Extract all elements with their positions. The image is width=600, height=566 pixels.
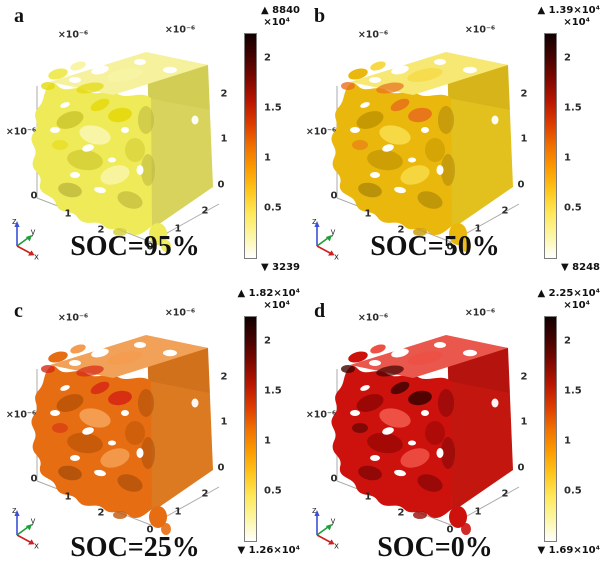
- axis-tick: 0: [517, 179, 525, 191]
- panel-c: c ×10⁻⁶ ×10⁻⁶ ×10⁻⁶ 0 1 2 0 1 2 0 1 2 ▲ …: [0, 283, 300, 566]
- colorbar-tick: 2: [264, 335, 271, 347]
- colorbar-tick: 0.5: [264, 485, 282, 497]
- axis-tick: 0: [30, 473, 38, 485]
- axis-tick: 2: [520, 88, 528, 100]
- axis-tick: 2: [397, 224, 405, 236]
- axis-tick: 1: [474, 223, 482, 235]
- axis-tick: 1: [64, 491, 72, 503]
- axis-exponent-label: ×10⁻⁶: [5, 126, 37, 138]
- colorbar-tick: 1: [564, 435, 571, 447]
- axis-tick: 1: [474, 506, 482, 518]
- axis-tick: 1: [520, 416, 528, 428]
- axis-exponent-label: ×10⁻⁶: [57, 29, 89, 41]
- colorbar-gradient: [544, 33, 557, 259]
- colorbar-gradient: [244, 33, 257, 259]
- axis-tick: 1: [220, 133, 228, 145]
- axis-tick: 0: [517, 462, 525, 474]
- axis-tick: 1: [174, 506, 182, 518]
- axis-exponent-label: ×10⁻⁶: [164, 307, 196, 319]
- axis-tick: 2: [97, 224, 105, 236]
- axis-tick: 1: [64, 208, 72, 220]
- panel-letter: c: [14, 300, 23, 322]
- axis-tick: 1: [364, 208, 372, 220]
- axis-tick: 0: [330, 190, 338, 202]
- colorbar-tick: 1: [264, 435, 271, 447]
- axis-tick: 2: [501, 205, 509, 217]
- axis-tick: 2: [501, 488, 509, 500]
- colorbar-max-label: ▲ 1.82×10⁴: [237, 288, 300, 299]
- colorbar: ▲ 8840 ×10⁴ 2 1.5 1 0.5 ▼ 3239: [228, 0, 300, 283]
- colorbar-min-label: ▼ 3239: [260, 262, 300, 273]
- axis-tick: 0: [146, 241, 154, 253]
- panel-letter: d: [314, 300, 326, 322]
- axis-tick: 2: [97, 507, 105, 519]
- colorbar-unit-label: ×10⁴: [263, 17, 290, 28]
- colorbar-min-label: ▼ 1.26×10⁴: [237, 545, 300, 556]
- axis-tick: 2: [220, 88, 228, 100]
- axis-tick: 2: [201, 205, 209, 217]
- colorbar-tick: 1.5: [564, 102, 582, 114]
- colorbar-max-label: ▲ 2.25×10⁴: [537, 288, 600, 299]
- colorbar: ▲ 2.25×10⁴ ×10⁴ 2 1.5 1 0.5 ▼ 1.69×10⁴: [528, 283, 600, 566]
- axis-tick: 2: [201, 488, 209, 500]
- colorbar-unit-label: ×10⁴: [263, 300, 290, 311]
- soc-label: SOC=0%: [377, 532, 493, 563]
- colorbar-tick: 2: [564, 335, 571, 347]
- colorbar-tick: 1.5: [564, 385, 582, 397]
- panel-a: a ×10⁻⁶ ×10⁻⁶ ×10⁻⁶ 0 1 2 0 1 2 0 1 2 ▲ …: [0, 0, 300, 283]
- colorbar-max-label: ▲ 1.39×10⁴: [537, 5, 600, 16]
- soc-label: SOC=25%: [70, 532, 200, 563]
- axis-tick: 2: [520, 371, 528, 383]
- colorbar-unit-label: ×10⁴: [563, 17, 590, 28]
- axis-exponent-label: ×10⁻⁶: [464, 24, 496, 36]
- axis-exponent-label: ×10⁻⁶: [357, 29, 389, 41]
- axis-tick: 0: [446, 241, 454, 253]
- soc-label: SOC=95%: [70, 231, 200, 262]
- axis-tick: 1: [174, 223, 182, 235]
- axis-tick: 0: [146, 524, 154, 536]
- axis-exponent-label: ×10⁻⁶: [305, 409, 337, 421]
- colorbar-tick: 1.5: [264, 385, 282, 397]
- axis-tick: 0: [217, 462, 225, 474]
- axis-exponent-label: ×10⁻⁶: [164, 24, 196, 36]
- colorbar-tick: 0.5: [564, 202, 582, 214]
- axis-tick: 0: [446, 524, 454, 536]
- colorbar-unit-label: ×10⁴: [563, 300, 590, 311]
- colorbar-tick: 0.5: [264, 202, 282, 214]
- axis-exponent-label: ×10⁻⁶: [57, 312, 89, 324]
- colorbar-tick: 1: [564, 152, 571, 164]
- panel-letter: a: [14, 5, 24, 27]
- axis-tick: 1: [364, 491, 372, 503]
- colorbar-tick: 2: [564, 52, 571, 64]
- panel-d: d ×10⁻⁶ ×10⁻⁶ ×10⁻⁶ 0 1 2 0 1 2 0 1 2 ▲ …: [300, 283, 600, 566]
- colorbar-tick: 1.5: [264, 102, 282, 114]
- colorbar-min-label: ▼ 8248: [560, 262, 600, 273]
- axis-tick: 0: [217, 179, 225, 191]
- colorbar-tick: 0.5: [564, 485, 582, 497]
- panel-letter: b: [314, 5, 326, 27]
- colorbar-gradient: [544, 316, 557, 542]
- axis-tick: 0: [330, 473, 338, 485]
- axis-exponent-label: ×10⁻⁶: [464, 307, 496, 319]
- panel-b: b ×10⁻⁶ ×10⁻⁶ ×10⁻⁶ 0 1 2 0 1 2 0 1 2 ▲ …: [300, 0, 600, 283]
- axis-tick: 0: [30, 190, 38, 202]
- colorbar: ▲ 1.82×10⁴ ×10⁴ 2 1.5 1 0.5 ▼ 1.26×10⁴: [228, 283, 300, 566]
- soc-label: SOC=50%: [370, 231, 500, 262]
- axis-tick: 1: [220, 416, 228, 428]
- axis-tick: 2: [220, 371, 228, 383]
- colorbar-max-label: ▲ 8840: [260, 5, 300, 16]
- axis-tick: 1: [520, 133, 528, 145]
- axis-exponent-label: ×10⁻⁶: [5, 409, 37, 421]
- axis-exponent-label: ×10⁻⁶: [357, 312, 389, 324]
- axis-exponent-label: ×10⁻⁶: [305, 126, 337, 138]
- colorbar: ▲ 1.39×10⁴ ×10⁴ 2 1.5 1 0.5 ▼ 8248: [528, 0, 600, 283]
- colorbar-min-label: ▼ 1.69×10⁴: [537, 545, 600, 556]
- axis-tick: 2: [397, 507, 405, 519]
- colorbar-tick: 2: [264, 52, 271, 64]
- colorbar-gradient: [244, 316, 257, 542]
- colorbar-tick: 1: [264, 152, 271, 164]
